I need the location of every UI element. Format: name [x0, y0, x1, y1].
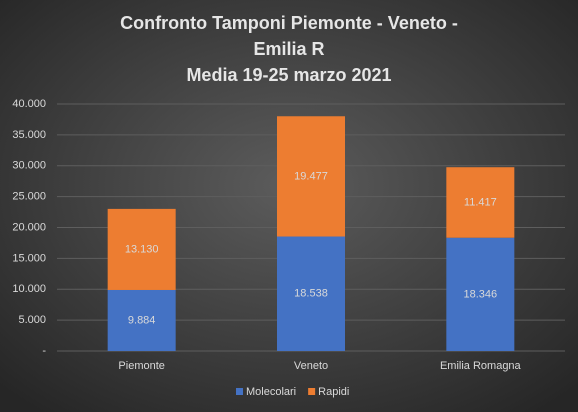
bar-segment	[107, 208, 176, 290]
data-label: 18.538	[294, 288, 328, 300]
legend-label: Rapidi	[318, 386, 349, 398]
y-tick-label: -	[42, 345, 46, 357]
data-label: 13.130	[125, 243, 159, 255]
y-tick-label: 15.000	[12, 252, 46, 264]
bar-segment	[277, 236, 345, 351]
y-tick-label: 20.000	[12, 221, 46, 233]
legend-swatch	[308, 388, 316, 395]
bar-segment	[277, 116, 345, 237]
y-tick-label: 35.000	[12, 129, 46, 141]
y-tick-label: 5.000	[18, 314, 46, 326]
legend-label: Molecolari	[246, 386, 296, 398]
chart-title: Emilia R	[253, 39, 324, 59]
data-label: 18.346	[464, 288, 498, 300]
x-tick-label: Piemonte	[118, 360, 164, 372]
y-tick-label: 10.000	[12, 283, 46, 295]
bar-segment	[446, 167, 515, 238]
y-tick-label: 25.000	[12, 191, 46, 203]
chart-title: Media 19-25 marzo 2021	[186, 65, 391, 85]
x-tick-label: Emilia Romagna	[440, 360, 522, 372]
y-tick-label: 40.000	[12, 98, 46, 110]
bar-segment	[446, 237, 515, 351]
bar-segment	[107, 289, 176, 351]
legend-swatch	[236, 388, 243, 395]
x-tick-label: Veneto	[294, 360, 328, 372]
chart-title: Confronto Tamponi Piemonte - Veneto -	[120, 13, 458, 33]
data-label: 19.477	[294, 170, 328, 182]
data-label: 9.884	[128, 314, 156, 326]
y-tick-label: 30.000	[12, 160, 46, 172]
data-label: 11.417	[464, 196, 497, 208]
